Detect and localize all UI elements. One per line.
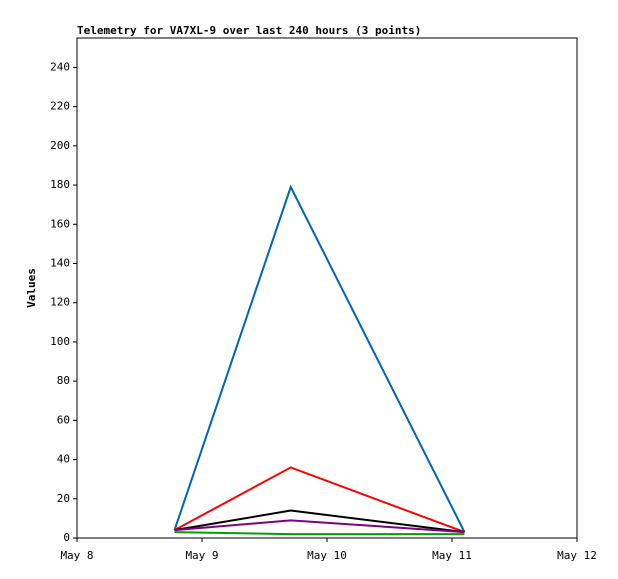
x-tick-label: May 12 <box>557 549 597 562</box>
y-axis-label: Values <box>25 268 38 308</box>
series-line <box>174 531 465 536</box>
series-line <box>173 184 466 533</box>
x-tick-label: May 11 <box>432 549 472 562</box>
y-tick-label: 140 <box>50 256 70 269</box>
y-tick-label: 0 <box>63 531 70 544</box>
y-tick-label: 80 <box>57 374 70 387</box>
y-tick-label: 120 <box>50 296 70 309</box>
y-tick-label: 100 <box>50 335 70 348</box>
y-tick-label: 240 <box>50 60 70 73</box>
y-tick-label: 220 <box>50 100 70 113</box>
y-tick-label: 20 <box>57 492 70 505</box>
y-tick-label: 40 <box>57 453 70 466</box>
y-tick-label: 200 <box>50 139 70 152</box>
chart-title: Telemetry for VA7XL-9 over last 240 hour… <box>77 24 421 37</box>
y-tick-label: 160 <box>50 217 70 230</box>
y-tick-label: 180 <box>50 178 70 191</box>
series-line <box>174 519 465 534</box>
x-tick-label: May 10 <box>307 549 347 562</box>
x-tick-label: May 8 <box>60 549 93 562</box>
y-tick-label: 60 <box>57 413 70 426</box>
series-line <box>174 509 465 534</box>
series-line <box>174 466 465 534</box>
x-tick-label: May 9 <box>185 549 218 562</box>
plot-frame <box>76 37 578 539</box>
